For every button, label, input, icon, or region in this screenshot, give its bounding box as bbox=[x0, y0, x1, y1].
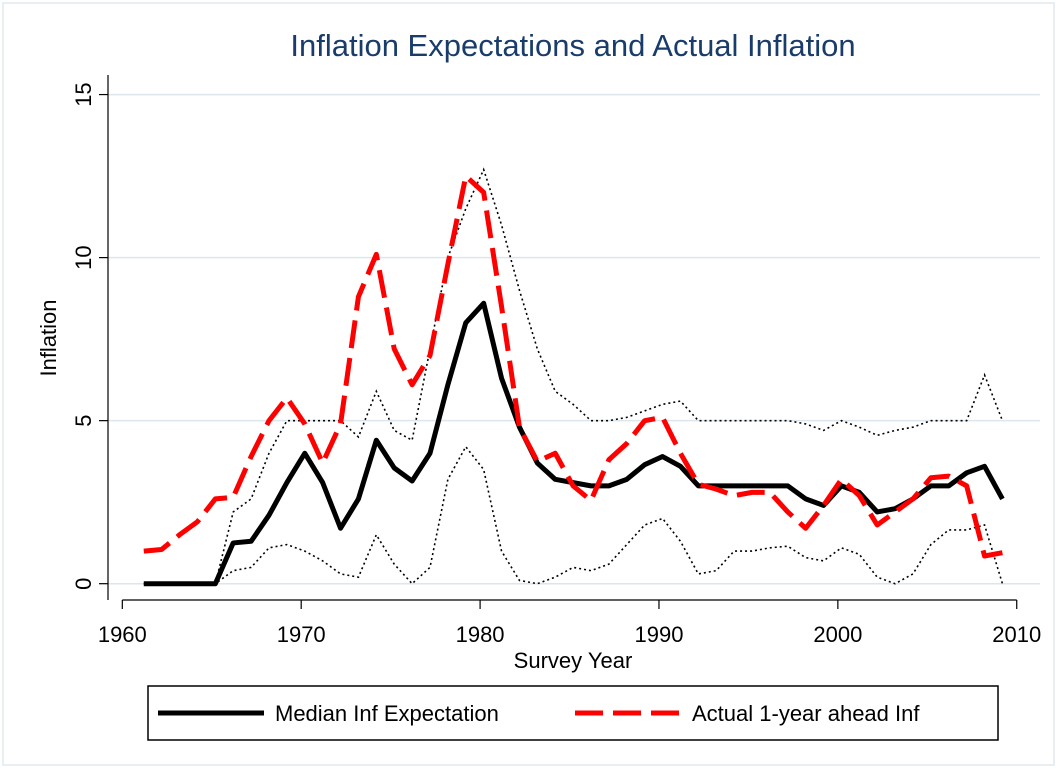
series-line bbox=[143, 173, 1003, 559]
x-tick-label: 1960 bbox=[98, 622, 147, 647]
y-tick-label: 10 bbox=[71, 245, 96, 269]
x-tick-label: 1990 bbox=[634, 622, 683, 647]
legend-box bbox=[147, 685, 999, 741]
x-tick-label: 1970 bbox=[277, 622, 326, 647]
band-line bbox=[143, 445, 1004, 585]
y-tick-label: 15 bbox=[71, 82, 96, 106]
band-line bbox=[143, 167, 1004, 585]
legend-label: Actual 1-year ahead Inf bbox=[692, 701, 920, 726]
x-tick-label: 2010 bbox=[992, 622, 1041, 647]
x-tick-label: 2000 bbox=[813, 622, 862, 647]
x-tick-label: 1980 bbox=[456, 622, 505, 647]
y-axis-title: Inflation bbox=[36, 299, 61, 376]
x-axis-title: Survey Year bbox=[514, 648, 633, 673]
y-tick-label: 0 bbox=[71, 578, 96, 590]
legend-label: Median Inf Expectation bbox=[275, 701, 499, 726]
y-tick-label: 5 bbox=[71, 415, 96, 427]
chart-title: Inflation Expectations and Actual Inflat… bbox=[290, 28, 855, 63]
